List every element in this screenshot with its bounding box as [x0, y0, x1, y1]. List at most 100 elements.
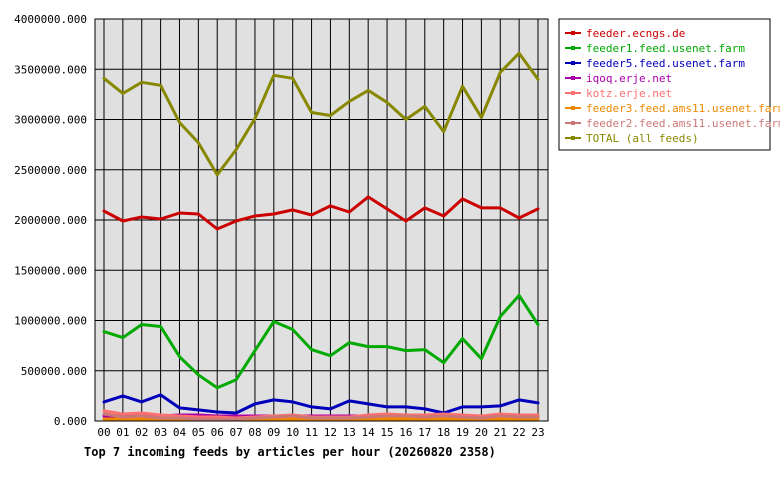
x-tick-label: 06: [211, 426, 224, 439]
data-point: [517, 52, 521, 55]
data-point: [197, 212, 200, 216]
data-point: [216, 417, 219, 421]
data-point: [536, 415, 540, 419]
data-point: [121, 92, 125, 95]
x-tick-label: 16: [399, 426, 412, 439]
data-point: [385, 405, 389, 409]
data-point: [253, 349, 257, 352]
y-tick-label: 1000000.000: [14, 315, 87, 328]
data-point: [272, 320, 275, 323]
data-point: [385, 414, 389, 418]
data-point: [197, 408, 200, 412]
data-point: [140, 411, 143, 415]
data-point: [499, 71, 502, 74]
data-point: [517, 216, 521, 220]
y-tick-label: 1500000.000: [14, 264, 87, 277]
data-point: [499, 315, 502, 318]
data-point: [216, 173, 219, 176]
data-point: [367, 345, 370, 348]
series-line: [102, 393, 540, 415]
x-tick-label: 19: [456, 426, 469, 439]
data-point: [178, 121, 181, 124]
x-tick-label: 14: [362, 426, 376, 439]
data-point: [272, 398, 275, 402]
legend-label: TOTAL (all feeds): [586, 132, 699, 145]
x-tick-label: 13: [343, 426, 356, 439]
chart-title: Top 7 incoming feeds by articles per hou…: [84, 445, 496, 459]
y-tick-label: 4000000.000: [14, 13, 87, 26]
data-point: [348, 210, 351, 214]
data-point: [461, 337, 464, 340]
x-tick-label: 23: [531, 426, 544, 439]
data-point: [404, 118, 408, 121]
data-point: [291, 417, 294, 421]
data-point: [348, 341, 351, 344]
data-point: [385, 345, 389, 348]
legend-label: feeder1.feed.usenet.farm: [586, 42, 745, 55]
data-point: [480, 357, 483, 360]
data-point: [102, 412, 106, 416]
data-point: [140, 414, 143, 418]
data-point: [102, 209, 106, 213]
data-point: [499, 414, 502, 418]
data-point: [159, 325, 162, 328]
legend-marker: [571, 61, 575, 65]
data-point: [272, 212, 275, 216]
y-tick-label: 2500000.000: [14, 164, 87, 177]
data-point: [272, 74, 275, 77]
data-point: [216, 227, 219, 231]
data-point: [348, 416, 351, 420]
data-point: [291, 400, 294, 404]
data-point: [480, 405, 483, 409]
data-point: [480, 416, 483, 420]
data-point: [423, 407, 426, 411]
x-tick-label: 09: [267, 426, 280, 439]
data-point: [329, 407, 332, 411]
series-line: [102, 195, 540, 231]
data-point: [159, 413, 162, 417]
data-point: [461, 415, 464, 419]
data-point: [404, 349, 408, 352]
data-point: [423, 105, 426, 108]
series-line: [102, 293, 540, 390]
y-tick-label: 0.000: [54, 415, 87, 428]
legend-label: iqoq.erje.net: [586, 72, 672, 85]
data-point: [517, 294, 521, 297]
data-point: [404, 417, 408, 421]
x-tick-label: 01: [116, 426, 129, 439]
data-point: [291, 77, 294, 80]
data-point: [442, 361, 445, 364]
x-tick-label: 22: [513, 426, 526, 439]
data-point: [329, 416, 332, 420]
data-point: [404, 219, 408, 223]
data-point: [253, 402, 257, 406]
x-tick-label: 03: [154, 426, 167, 439]
data-point: [121, 415, 125, 419]
x-tick-label: 04: [173, 426, 187, 439]
x-axis-ticks: 00 01 02 03 04 05 06 07 08 09 10 11 12 13 14 15 16 17 18 19…: [97, 426, 544, 439]
data-point: [234, 219, 238, 223]
x-tick-label: 12: [324, 426, 337, 439]
x-tick-label: 05: [192, 426, 205, 439]
legend-marker: [571, 121, 575, 125]
series-line: [102, 412, 540, 421]
data-point: [140, 400, 143, 404]
data-point: [385, 207, 389, 211]
y-tick-label: 3000000.000: [14, 114, 87, 127]
data-point: [253, 416, 257, 420]
data-point: [442, 130, 445, 133]
data-point: [310, 213, 313, 217]
plot-border: [94, 18, 549, 422]
data-point: [367, 402, 370, 406]
data-point: [216, 386, 219, 389]
data-point: [102, 77, 106, 80]
data-point: [234, 417, 238, 421]
x-tick-label: 00: [97, 426, 110, 439]
data-point: [329, 204, 332, 208]
data-point: [367, 195, 370, 199]
data-point: [178, 211, 181, 215]
x-tick-label: 21: [494, 426, 507, 439]
data-point: [197, 141, 200, 144]
data-point: [140, 215, 143, 219]
data-point: [234, 411, 238, 415]
